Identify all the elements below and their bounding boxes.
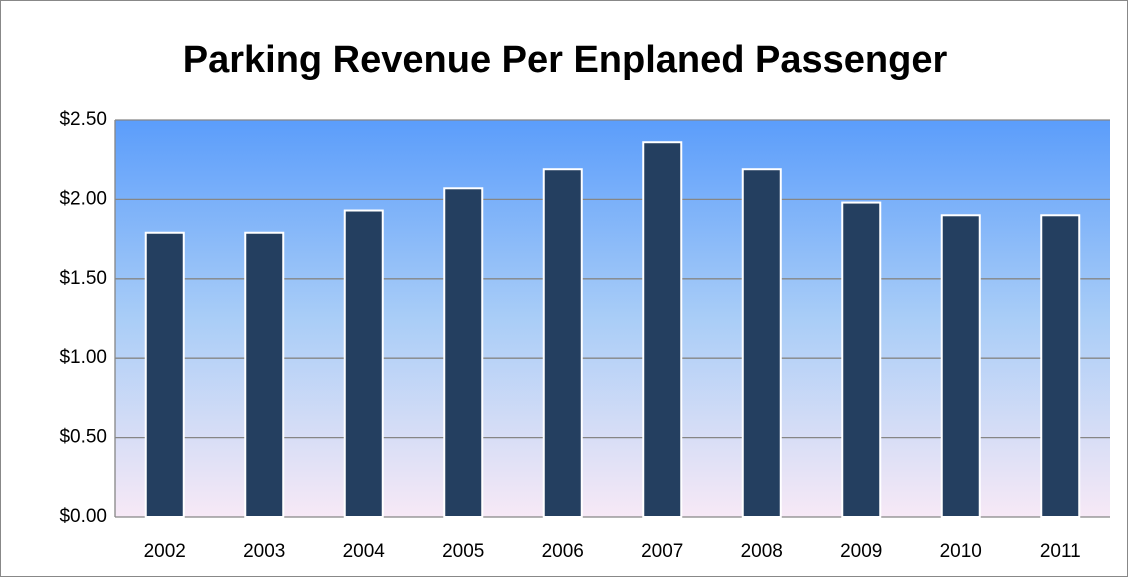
bar	[741, 168, 782, 518]
bar	[1040, 214, 1081, 518]
x-tick-label: 2009	[840, 541, 882, 562]
x-tick-label: 2011	[1040, 541, 1081, 562]
x-tick-label: 2008	[741, 541, 783, 562]
x-tick-label: 2005	[442, 541, 484, 562]
x-tick-label: 2002	[144, 541, 186, 562]
bar	[940, 214, 981, 518]
y-tick-label: $0.00	[59, 506, 107, 527]
x-tick-label: 2003	[243, 541, 285, 562]
y-tick-label: $2.50	[59, 109, 107, 130]
x-tick-label: 2010	[940, 541, 982, 562]
bar	[343, 209, 384, 519]
bar	[642, 141, 683, 518]
x-tick-label: 2006	[542, 541, 584, 562]
chart-title: Parking Revenue Per Enplaned Passenger	[183, 39, 948, 81]
x-tick-label: 2004	[343, 541, 386, 562]
y-tick-label: $0.50	[59, 427, 107, 448]
bar	[841, 201, 882, 519]
y-tick-label: $2.00	[59, 188, 107, 209]
bar	[244, 231, 285, 519]
x-tick-label: 2007	[641, 541, 683, 562]
y-tick-label: $1.00	[59, 347, 107, 368]
bar	[144, 231, 185, 519]
y-tick-label: $1.50	[59, 268, 107, 289]
bar	[443, 187, 484, 518]
bar	[542, 168, 583, 518]
